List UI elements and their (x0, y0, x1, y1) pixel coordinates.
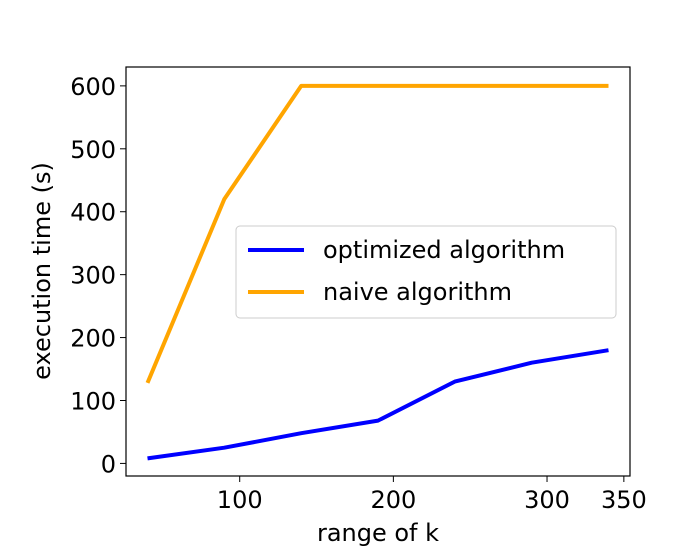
y-tick-label: 300 (70, 262, 116, 290)
series-line-optimized-algorithm (147, 348, 609, 461)
x-axis: 100 200 300 350 (217, 476, 647, 514)
legend: optimized algorithm naive algorithm (235, 225, 617, 319)
y-tick-label: 600 (70, 73, 116, 101)
x-axis-label: range of k (317, 519, 439, 547)
y-tick-label: 200 (70, 325, 116, 353)
series-line-naive-algorithm (145, 83, 609, 384)
series-lines (145, 83, 609, 461)
x-tick-label: 350 (601, 486, 647, 514)
y-tick-label: 500 (70, 136, 116, 164)
y-tick-label: 0 (101, 450, 116, 478)
y-tick-label: 100 (70, 387, 116, 415)
legend-box (235, 225, 617, 319)
plot-frame (125, 66, 631, 477)
x-tick-label: 300 (524, 486, 570, 514)
y-axis-label: execution time (s) (28, 162, 56, 380)
y-axis: 0 100 200 300 400 500 600 (70, 73, 126, 478)
legend-label-naive-algorithm: naive algorithm (323, 278, 512, 306)
y-tick-label: 400 (70, 199, 116, 227)
x-tick-label: 200 (370, 486, 416, 514)
x-tick-label: 100 (217, 486, 263, 514)
legend-label-optimized-algorithm: optimized algorithm (323, 236, 565, 264)
